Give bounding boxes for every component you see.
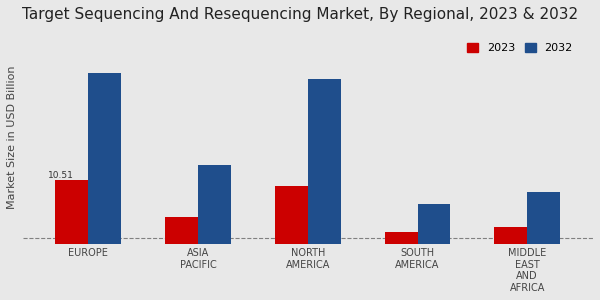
Bar (527, 192, 560, 244)
Y-axis label: Market Size in USD Billion: Market Size in USD Billion (7, 65, 17, 209)
Legend: 2023, 2032: 2023, 2032 (464, 40, 576, 57)
Bar (494, 227, 527, 244)
Text: Target Sequencing And Resequencing Market, By Regional, 2023 & 2032: Target Sequencing And Resequencing Marke… (23, 7, 578, 22)
Bar (55, 180, 88, 244)
Bar (385, 232, 418, 244)
Bar (418, 204, 451, 244)
Bar (275, 186, 308, 244)
Bar (308, 79, 341, 244)
Bar (88, 73, 121, 244)
Bar (165, 217, 198, 244)
Text: 10.51: 10.51 (48, 171, 74, 180)
Bar (198, 165, 231, 244)
